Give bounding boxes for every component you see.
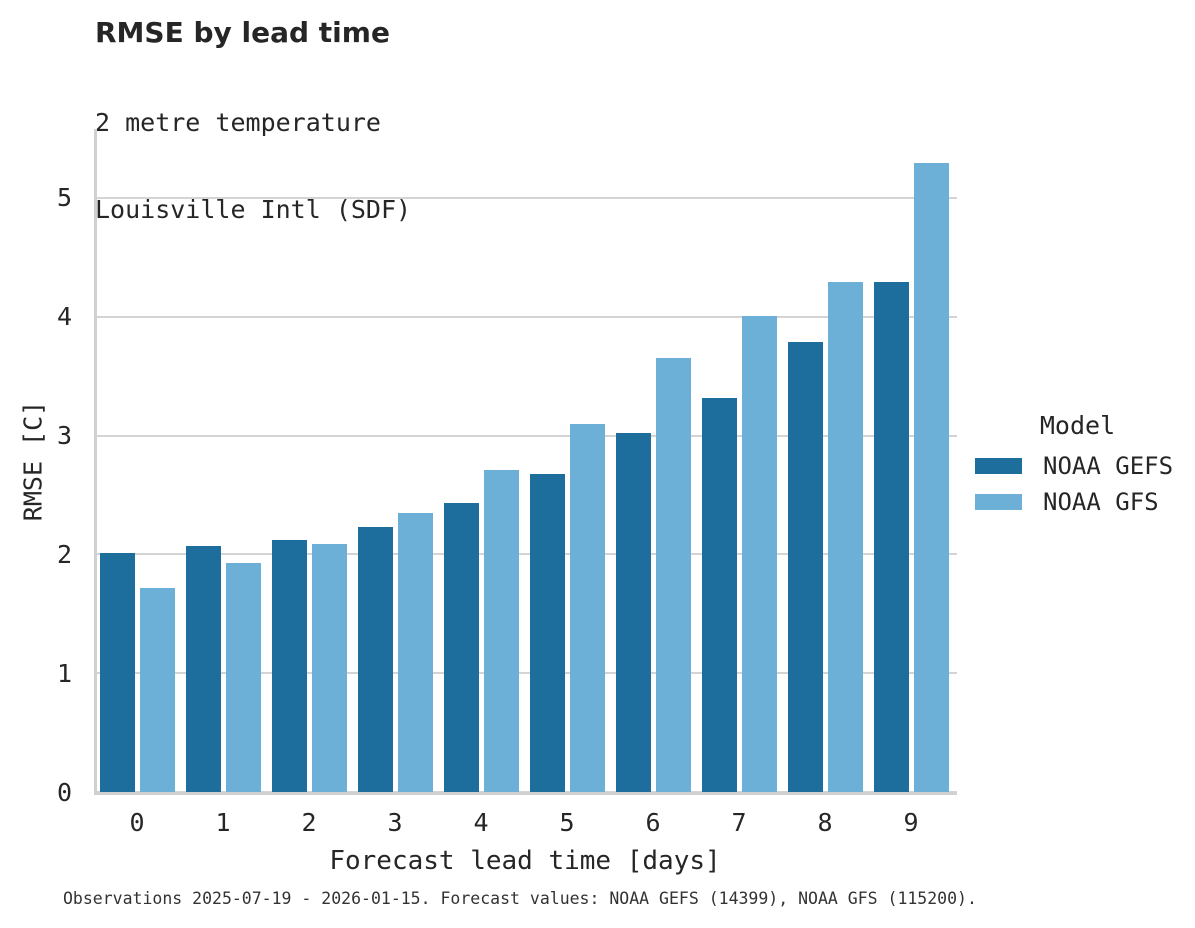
bar-noaa-gfs-day-1: [225, 562, 261, 792]
bar-noaa-gfs-day-0: [139, 587, 175, 792]
x-axis-spine: [94, 792, 957, 795]
subtitle-line-variable: 2 metre temperature: [95, 108, 381, 137]
bar-noaa-gefs-day-2: [271, 540, 307, 792]
legend-label-noaa-gfs: NOAA GFS: [1043, 488, 1159, 516]
chart-subtitle: 2 metre temperature Louisville Intl (SDF…: [95, 50, 411, 282]
bar-noaa-gfs-day-4: [483, 470, 519, 792]
gridline-y-5: [94, 196, 957, 199]
bar-noaa-gefs-day-4: [443, 503, 479, 792]
gridline-y-4: [94, 315, 957, 318]
bar-noaa-gfs-day-9: [913, 163, 949, 792]
y-tick-label-1: 1: [56, 658, 72, 688]
y-axis-spine: [94, 129, 97, 795]
legend-item-noaa-gefs: NOAA GEFS: [975, 450, 1180, 482]
x-tick-label-5: 5: [559, 808, 575, 837]
legend-swatch-noaa-gefs: [975, 458, 1022, 474]
legend-item-noaa-gfs: NOAA GFS: [975, 486, 1180, 518]
x-tick-label-2: 2: [301, 808, 317, 837]
y-tick-label-2: 2: [56, 539, 72, 569]
bar-noaa-gfs-day-3: [397, 512, 433, 792]
y-tick-label-3: 3: [56, 421, 72, 451]
x-tick-label-0: 0: [129, 808, 145, 837]
legend: Model NOAA GEFS NOAA GFS: [975, 412, 1180, 522]
bar-noaa-gfs-day-2: [311, 543, 347, 792]
gridline-y-3: [94, 434, 957, 437]
plot-area: [94, 129, 957, 795]
x-tick-label-7: 7: [731, 808, 747, 837]
bar-noaa-gfs-day-6: [655, 358, 691, 792]
bar-noaa-gfs-day-7: [741, 315, 777, 792]
bar-noaa-gfs-day-5: [569, 423, 605, 792]
legend-title: Model: [1039, 411, 1116, 440]
bar-noaa-gefs-day-3: [357, 527, 393, 792]
y-tick-label-0: 0: [56, 777, 72, 807]
caption-text: Observations 2025-07-19 - 2026-01-15. Fo…: [63, 889, 977, 908]
chart-title: RMSE by lead time: [95, 16, 390, 49]
bar-noaa-gefs-day-8: [787, 341, 823, 792]
bar-noaa-gefs-day-0: [99, 553, 135, 792]
subtitle-line-station: Louisville Intl (SDF): [95, 195, 412, 224]
bar-noaa-gefs-day-9: [873, 282, 909, 792]
y-axis-label: RMSE [C]: [18, 400, 48, 522]
gridline-y-1: [94, 672, 957, 675]
bar-noaa-gefs-day-7: [701, 397, 737, 792]
bar-noaa-gfs-day-8: [827, 282, 863, 792]
x-tick-label-3: 3: [387, 808, 403, 837]
gridline-y-2: [94, 553, 957, 556]
x-tick-label-8: 8: [817, 808, 833, 837]
bar-noaa-gefs-day-6: [615, 433, 651, 792]
y-tick-label-5: 5: [56, 183, 72, 213]
bar-noaa-gefs-day-1: [185, 546, 221, 792]
bar-noaa-gefs-day-5: [529, 473, 565, 792]
x-axis-label: Forecast lead time [days]: [329, 846, 721, 876]
x-tick-label-9: 9: [903, 808, 919, 837]
x-tick-label-6: 6: [645, 808, 661, 837]
legend-swatch-noaa-gfs: [975, 494, 1022, 510]
legend-label-noaa-gefs: NOAA GEFS: [1043, 452, 1174, 480]
y-tick-label-4: 4: [56, 302, 72, 332]
x-tick-label-4: 4: [473, 808, 489, 837]
x-tick-label-1: 1: [215, 808, 231, 837]
